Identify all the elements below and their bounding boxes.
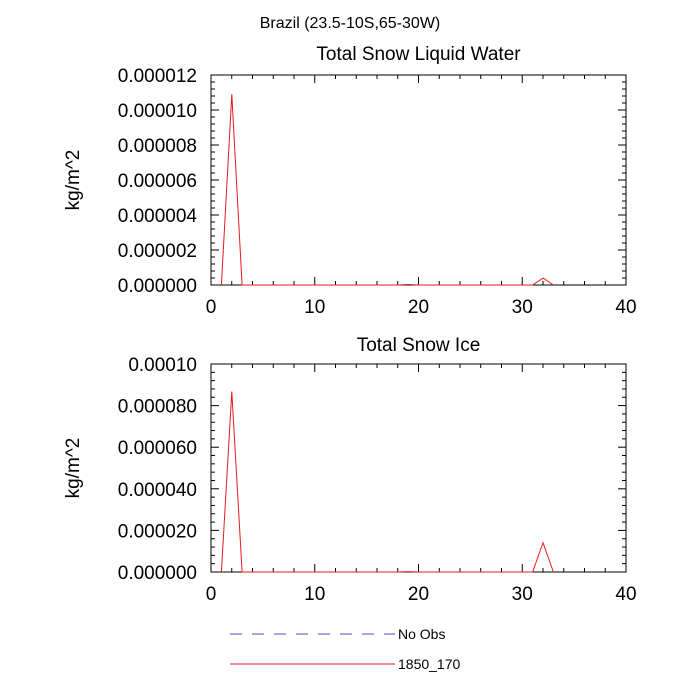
chart-panel-1: Total Snow Liquid Water 0 10 20 30 40 0.000000… (63, 44, 637, 318)
y-axis-label: kg/m^2 (63, 150, 84, 211)
chart-panel-2: Total Snow Ice 0 10 20 30 40 0.000000 0.000020 0… (63, 335, 637, 605)
x-tick-label: 40 (615, 297, 636, 318)
figure-title: Brazil (23.5-10S,65-30W) (260, 15, 441, 32)
y-tick-label: 0.000040 (118, 480, 197, 501)
y-tick-label: 0.000020 (118, 521, 197, 542)
plot-frame (210, 74, 627, 286)
y-tick-label: 0.000000 (118, 563, 197, 584)
x-tick-label: 10 (304, 297, 325, 318)
x-tick-label: 0 (206, 297, 217, 318)
x-tick-label: 30 (512, 297, 533, 318)
legend: No Obs 1850_170 (230, 626, 461, 672)
y-axis-label: kg/m^2 (63, 438, 84, 499)
y-tick-label: 0.00010 (128, 355, 197, 376)
panel-title: Total Snow Ice (357, 335, 481, 356)
x-tick-label: 40 (615, 584, 636, 605)
y-tick-label: 0.000080 (118, 397, 197, 418)
y-tick-label: 0.000006 (118, 171, 197, 192)
x-tick-label: 0 (206, 584, 217, 605)
y-tick-label: 0.000002 (118, 241, 197, 262)
plot-frame (210, 363, 627, 573)
x-tick-label: 20 (408, 297, 429, 318)
series-line (220, 391, 554, 573)
series-line (220, 94, 554, 286)
legend-label: No Obs (398, 626, 445, 642)
y-tick-label: 0.000008 (118, 136, 197, 157)
x-tick-label: 30 (512, 584, 533, 605)
y-tick-label: 0.000004 (118, 206, 198, 227)
legend-label: 1850_170 (398, 656, 461, 672)
x-tick-label: 20 (408, 584, 429, 605)
legend-item: No Obs (230, 626, 445, 642)
legend-item: 1850_170 (230, 656, 461, 672)
panels: Total Snow Liquid Water 0 10 20 30 40 0.000000… (63, 44, 637, 605)
y-tick-label: 0.000060 (118, 438, 197, 459)
panel-title: Total Snow Liquid Water (316, 44, 521, 65)
x-tick-label: 10 (304, 584, 325, 605)
y-tick-label: 0.000010 (118, 101, 197, 122)
y-tick-label: 0.000000 (118, 276, 197, 297)
y-tick-label: 0.000012 (118, 66, 197, 87)
